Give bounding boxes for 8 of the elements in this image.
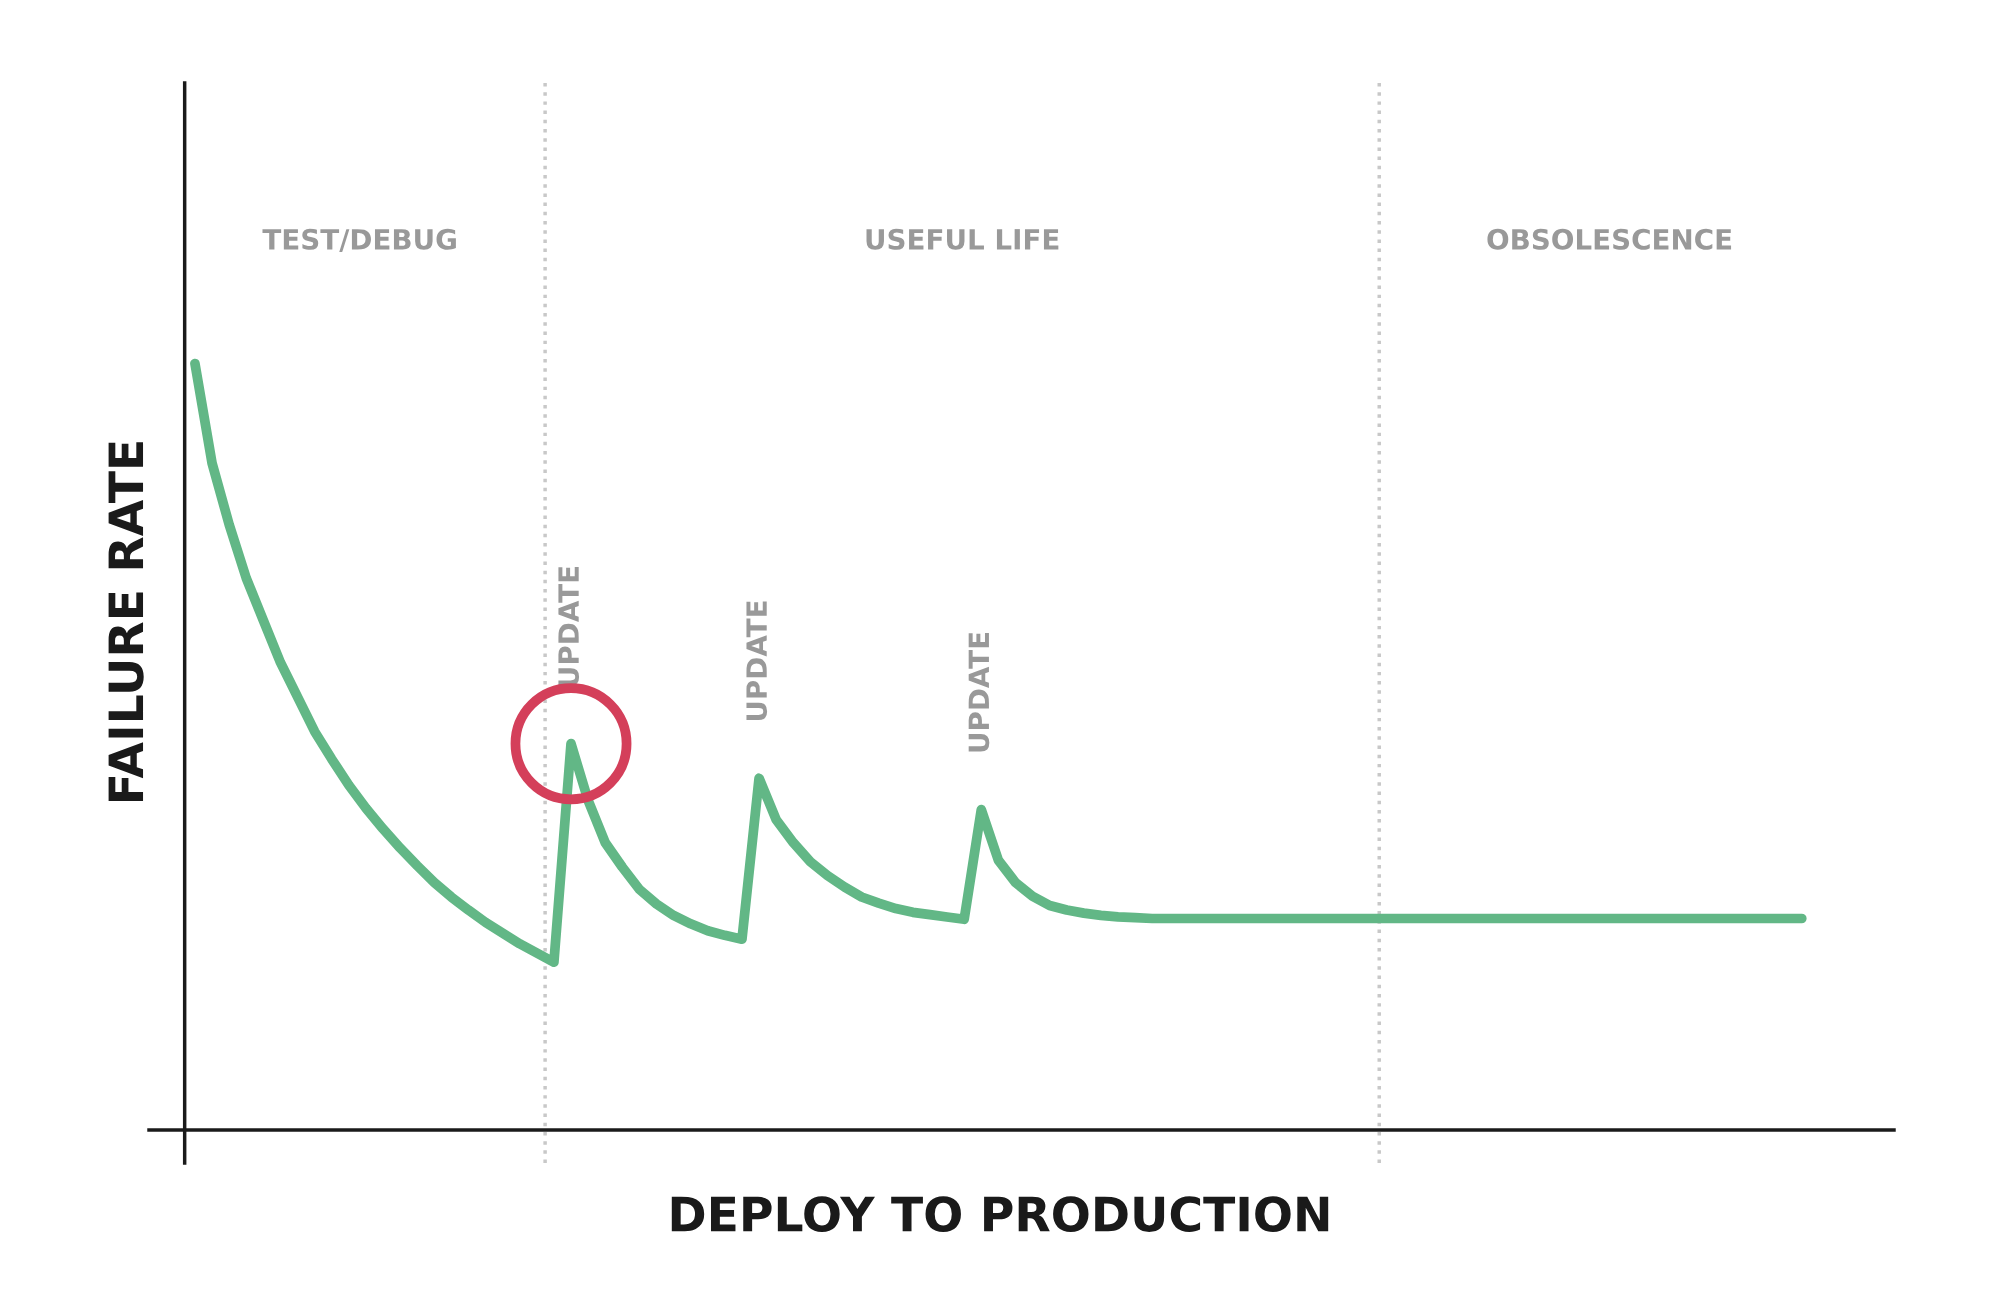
- annotation: UPDATE: [968, 632, 990, 752]
- y-axis-title: FAILURE RATE: [108, 442, 144, 801]
- text: TEST/DEBUG: [262, 228, 456, 252]
- text: USEFUL LIFE: [866, 228, 1059, 250]
- x-axis-title: DEPLOY TO PRODUCTION: [671, 1196, 1329, 1232]
- annotation: UPDATE: [558, 566, 580, 686]
- annotation: UPDATE: [746, 601, 768, 721]
- text: OBSOLESCENCE: [1487, 228, 1732, 250]
